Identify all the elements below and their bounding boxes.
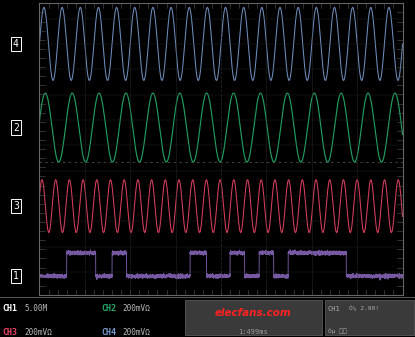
- FancyBboxPatch shape: [325, 300, 414, 335]
- Text: CH1: CH1: [328, 306, 341, 312]
- Text: elecfans.com: elecfans.com: [215, 308, 291, 318]
- Text: CH1: CH1: [2, 304, 17, 313]
- Text: 4: 4: [13, 39, 19, 49]
- Text: 3: 3: [13, 201, 19, 211]
- Text: 1: 1: [13, 271, 19, 281]
- Text: 5.00M: 5.00M: [24, 304, 47, 313]
- Text: 200mVΩ: 200mVΩ: [24, 328, 52, 337]
- Text: CH2: CH2: [102, 304, 117, 313]
- Text: CH3: CH3: [2, 328, 17, 337]
- Text: CH4: CH4: [102, 328, 117, 337]
- Text: Ôµ 频率: Ôµ 频率: [328, 328, 347, 334]
- Text: Ô¼ 2.90!: Ô¼ 2.90!: [349, 306, 378, 312]
- Text: 200mVΩ: 200mVΩ: [122, 328, 150, 337]
- Text: 200mVΩ: 200mVΩ: [122, 304, 150, 313]
- FancyBboxPatch shape: [185, 300, 322, 335]
- Text: 1:499ms: 1:499ms: [238, 329, 268, 335]
- Text: 2: 2: [13, 123, 19, 132]
